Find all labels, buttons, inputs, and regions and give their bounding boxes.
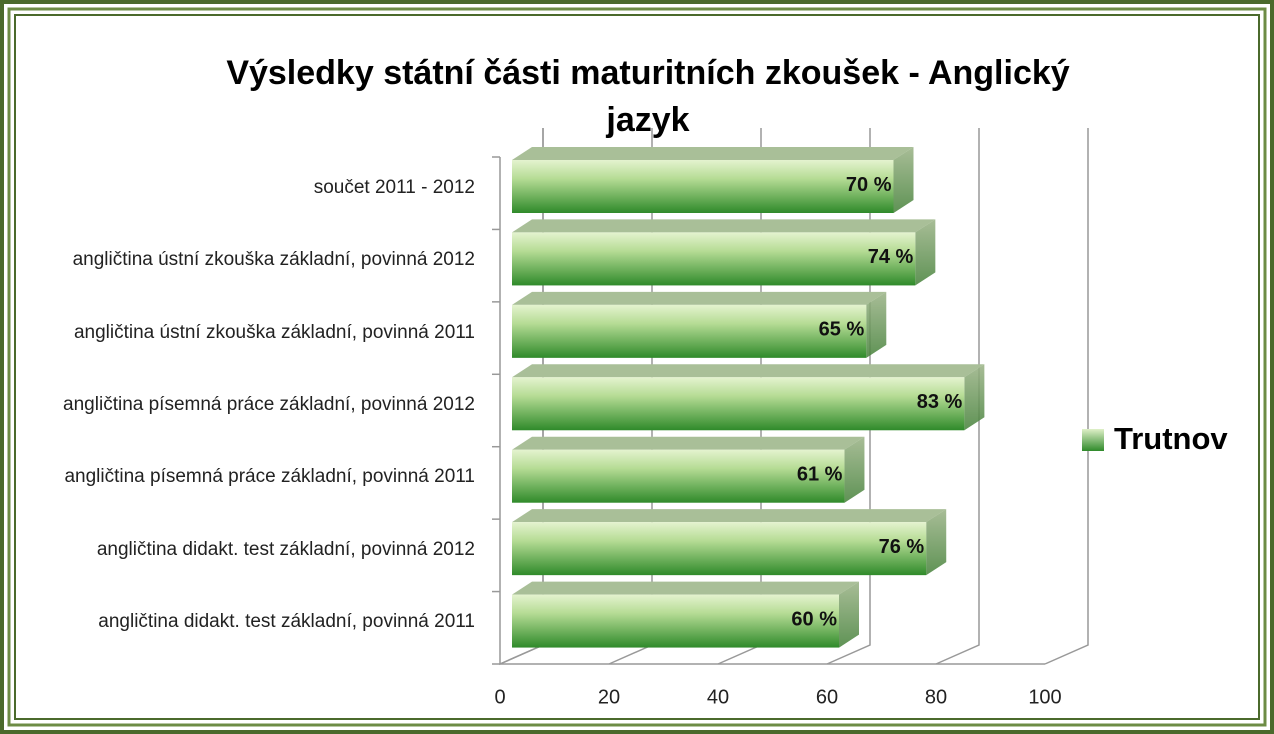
legend-label: Trutnov xyxy=(1114,421,1228,456)
y-tick-label: angličtina písemná práce základní, povin… xyxy=(64,466,475,488)
bar xyxy=(512,160,894,213)
legend-swatch xyxy=(1082,429,1104,451)
bar xyxy=(512,304,867,358)
bar-top xyxy=(512,147,914,160)
data-label: 74 % xyxy=(868,246,914,268)
bar-top xyxy=(512,509,947,523)
bar-top xyxy=(512,436,865,450)
y-tick-label: angličtina písemná práce základní, povin… xyxy=(63,393,475,415)
bar-side-shade xyxy=(926,509,947,576)
x-tick-label: 80 xyxy=(925,686,947,708)
x-tick-label: 60 xyxy=(816,686,838,708)
bar-side xyxy=(893,147,914,213)
bar-side xyxy=(926,509,947,576)
data-label: 76 % xyxy=(879,536,925,558)
bar-side xyxy=(866,291,887,358)
bar-side-shade xyxy=(893,147,914,213)
data-label: 65 % xyxy=(819,319,865,341)
data-label: 61 % xyxy=(797,463,843,485)
bar-side xyxy=(839,581,859,648)
data-label: 83 % xyxy=(917,391,963,413)
x-tick-label: 40 xyxy=(707,686,729,708)
bar xyxy=(512,377,965,431)
bar-side-shade xyxy=(839,581,859,648)
data-label: 70 % xyxy=(846,174,892,196)
y-tick-label: angličtina ústní zkouška základní, povin… xyxy=(73,321,475,343)
y-tick-label: angličtina didakt. test základní, povinn… xyxy=(96,538,475,560)
x-tick-label: 0 xyxy=(494,686,505,708)
y-tick-label: angličtina ústní zkouška základní, povin… xyxy=(72,249,475,271)
bar xyxy=(512,522,927,576)
bar-side xyxy=(915,219,936,286)
grid-line xyxy=(1044,128,1089,665)
bar-side-shade xyxy=(964,364,985,431)
bar-top xyxy=(512,364,985,378)
frame-inner2 xyxy=(14,14,1260,720)
grid-line xyxy=(935,128,980,665)
bar xyxy=(512,449,845,503)
bar-side xyxy=(964,364,985,431)
bar xyxy=(512,594,839,648)
bar-side-shade xyxy=(844,436,865,503)
frame-inner xyxy=(7,7,1267,727)
bar-top xyxy=(512,581,859,595)
data-label: 60 % xyxy=(791,608,837,630)
bar-side xyxy=(844,436,865,503)
y-tick-label: angličtina didakt. test základní, povinn… xyxy=(98,611,475,633)
y-tick-label: součet 2011 - 2012 xyxy=(313,176,475,198)
x-tick-label: 20 xyxy=(598,686,620,708)
bar-top xyxy=(512,291,887,305)
bar-side-shade xyxy=(915,219,936,286)
chart-title: Výsledky státní části maturitních zkouše… xyxy=(226,54,1069,139)
bar-side-shade xyxy=(866,291,887,358)
bar-top xyxy=(512,219,936,233)
x-tick-label: 100 xyxy=(1028,686,1061,708)
bar xyxy=(512,232,916,286)
